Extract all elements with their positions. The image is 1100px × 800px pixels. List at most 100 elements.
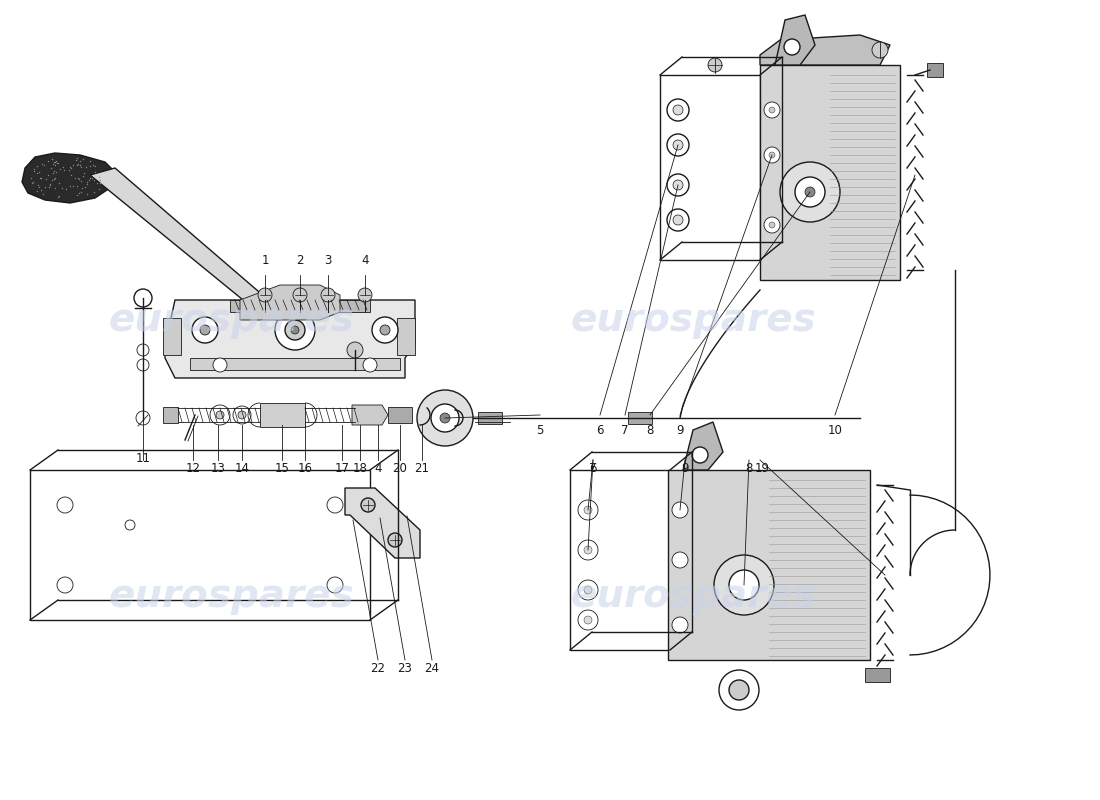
Polygon shape <box>240 285 340 320</box>
Text: 9: 9 <box>676 423 684 437</box>
Text: eurospares: eurospares <box>570 577 816 615</box>
Circle shape <box>578 500 598 520</box>
Circle shape <box>200 325 210 335</box>
Circle shape <box>672 552 688 568</box>
Circle shape <box>285 320 305 340</box>
Circle shape <box>372 317 398 343</box>
Circle shape <box>667 99 689 121</box>
Circle shape <box>667 134 689 156</box>
Circle shape <box>708 58 722 72</box>
Circle shape <box>584 586 592 594</box>
Polygon shape <box>163 407 178 423</box>
Circle shape <box>346 342 363 358</box>
Circle shape <box>769 152 776 158</box>
Circle shape <box>673 215 683 225</box>
Circle shape <box>258 288 272 302</box>
Polygon shape <box>388 407 412 423</box>
Circle shape <box>125 520 135 530</box>
Polygon shape <box>163 318 182 355</box>
Circle shape <box>327 497 343 513</box>
Polygon shape <box>478 412 502 424</box>
Circle shape <box>584 546 592 554</box>
Circle shape <box>729 570 759 600</box>
Circle shape <box>57 577 73 593</box>
Text: 8: 8 <box>746 462 752 475</box>
Text: 7: 7 <box>621 423 629 437</box>
Polygon shape <box>660 75 760 260</box>
Circle shape <box>578 610 598 630</box>
Polygon shape <box>165 300 415 378</box>
Circle shape <box>431 404 459 432</box>
Text: 8: 8 <box>647 423 653 437</box>
Text: 23: 23 <box>397 662 412 675</box>
Text: 20: 20 <box>393 462 407 475</box>
Circle shape <box>805 187 815 197</box>
Circle shape <box>293 288 307 302</box>
Polygon shape <box>90 168 280 322</box>
Circle shape <box>327 577 343 593</box>
Polygon shape <box>760 35 890 65</box>
Circle shape <box>578 540 598 560</box>
Polygon shape <box>260 403 305 427</box>
Circle shape <box>192 317 218 343</box>
Text: 12: 12 <box>186 462 200 475</box>
Text: 7: 7 <box>590 462 596 475</box>
Text: 9: 9 <box>681 462 689 475</box>
Polygon shape <box>352 405 388 425</box>
Polygon shape <box>776 15 815 65</box>
Text: 1: 1 <box>262 254 268 267</box>
Text: 21: 21 <box>415 462 429 475</box>
Circle shape <box>388 533 401 547</box>
Circle shape <box>584 506 592 514</box>
Circle shape <box>134 289 152 307</box>
Circle shape <box>764 147 780 163</box>
Text: 16: 16 <box>297 462 312 475</box>
Polygon shape <box>668 470 870 660</box>
Circle shape <box>672 617 688 633</box>
Polygon shape <box>760 65 900 280</box>
Circle shape <box>584 616 592 624</box>
Circle shape <box>57 497 73 513</box>
Circle shape <box>729 680 749 700</box>
Circle shape <box>210 405 230 425</box>
Polygon shape <box>345 488 420 558</box>
Circle shape <box>417 390 473 446</box>
Text: 4: 4 <box>374 462 382 475</box>
Polygon shape <box>22 153 115 203</box>
Text: 22: 22 <box>371 662 385 675</box>
Circle shape <box>672 502 688 518</box>
Polygon shape <box>927 63 943 77</box>
Circle shape <box>784 39 800 55</box>
Text: 17: 17 <box>334 462 350 475</box>
Circle shape <box>764 102 780 118</box>
Circle shape <box>379 325 390 335</box>
Circle shape <box>692 447 708 463</box>
Text: 3: 3 <box>324 254 332 267</box>
Text: 19: 19 <box>755 462 770 475</box>
Circle shape <box>764 217 780 233</box>
Circle shape <box>440 413 450 423</box>
Polygon shape <box>30 470 370 620</box>
Circle shape <box>872 42 888 58</box>
Text: 10: 10 <box>827 423 843 437</box>
Text: 4: 4 <box>361 254 368 267</box>
Circle shape <box>795 177 825 207</box>
Text: 6: 6 <box>596 423 604 437</box>
Circle shape <box>769 222 776 228</box>
Text: 6: 6 <box>590 462 596 475</box>
Text: eurospares: eurospares <box>570 301 816 339</box>
Circle shape <box>136 411 150 425</box>
Circle shape <box>673 140 683 150</box>
Polygon shape <box>570 470 670 650</box>
Circle shape <box>275 310 315 350</box>
Circle shape <box>268 300 288 320</box>
Circle shape <box>238 411 246 419</box>
Text: 2: 2 <box>296 254 304 267</box>
Circle shape <box>719 670 759 710</box>
Text: 14: 14 <box>234 462 250 475</box>
Polygon shape <box>865 668 890 682</box>
Circle shape <box>321 288 336 302</box>
Circle shape <box>138 344 148 356</box>
Polygon shape <box>628 412 652 424</box>
Text: eurospares: eurospares <box>108 577 354 615</box>
